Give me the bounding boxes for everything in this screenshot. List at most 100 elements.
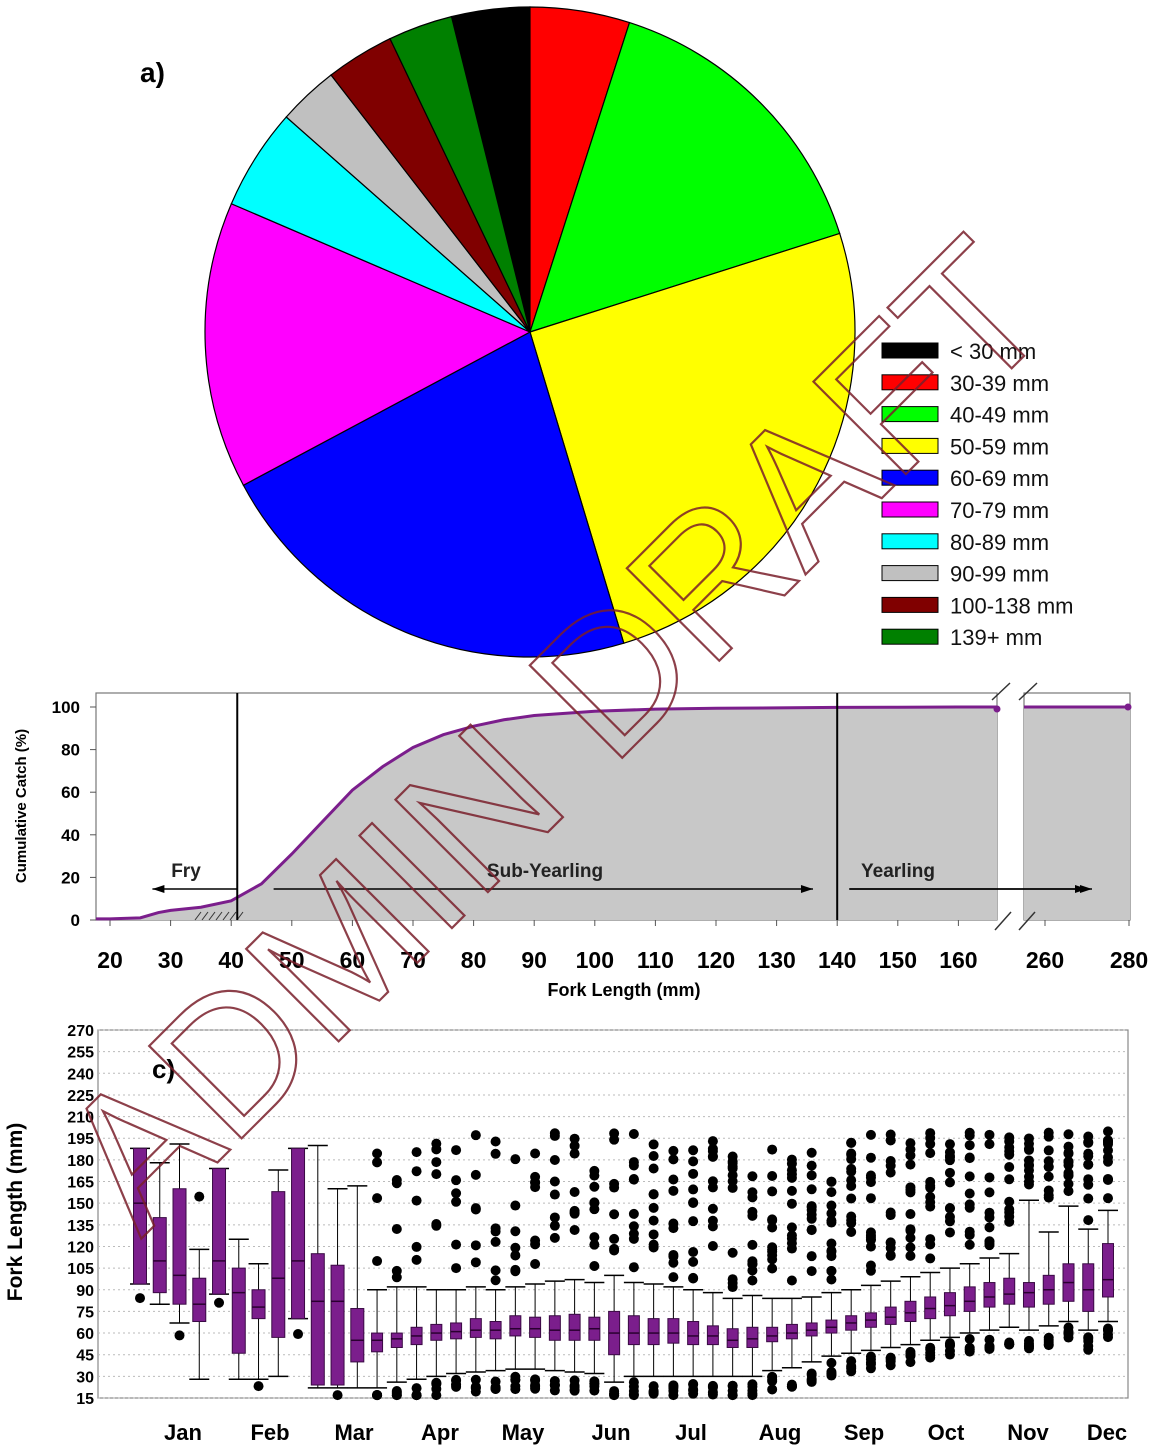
outlier <box>747 1275 758 1286</box>
outlier <box>885 1135 896 1146</box>
fry-hatch <box>208 911 216 921</box>
outlier <box>925 1344 936 1355</box>
outlier <box>1103 1126 1113 1137</box>
outlier <box>648 1242 659 1253</box>
outlier <box>648 1189 659 1200</box>
box <box>149 1162 170 1305</box>
y-axis-title-c: Fork Length (mm) <box>4 1123 27 1302</box>
box-iqr <box>212 1168 227 1295</box>
x-tick-label: 110 <box>637 947 674 973</box>
box <box>643 1139 664 1399</box>
outlier <box>648 1215 659 1226</box>
x-tick-label: 100 <box>576 947 614 973</box>
outlier <box>510 1264 521 1275</box>
outlier <box>1023 1340 1034 1351</box>
y-tick-label: 40 <box>61 826 80 845</box>
region-arrowhead <box>800 885 813 893</box>
outlier <box>707 1136 718 1147</box>
axis-break-mark <box>991 682 1011 701</box>
outlier <box>964 1202 975 1213</box>
box <box>426 1138 447 1401</box>
outlier <box>470 1374 481 1385</box>
outlier <box>767 1376 778 1387</box>
outlier <box>727 1161 738 1172</box>
box-iqr <box>350 1308 365 1363</box>
outlier <box>194 1191 205 1202</box>
outlier <box>1083 1136 1094 1147</box>
legend-swatch <box>881 565 939 582</box>
outlier <box>293 1329 304 1340</box>
box <box>623 1128 644 1401</box>
outlier <box>668 1223 679 1234</box>
fry-hatch <box>201 911 209 921</box>
outlier <box>451 1196 462 1207</box>
outlier <box>984 1222 995 1233</box>
outlier <box>826 1238 837 1249</box>
outlier <box>747 1390 758 1401</box>
outlier <box>905 1150 916 1161</box>
x-tick-label: 160 <box>939 947 977 973</box>
outlier <box>391 1224 402 1235</box>
box <box>446 1145 467 1392</box>
box <box>920 1128 941 1363</box>
outlier <box>1004 1162 1015 1173</box>
month-label: Feb <box>250 1420 289 1445</box>
outlier <box>984 1129 995 1140</box>
outlier <box>984 1139 995 1150</box>
outlier <box>648 1139 659 1150</box>
outlier <box>806 1213 817 1224</box>
box-iqr <box>647 1318 660 1346</box>
region-label: Sub-Yearling <box>487 861 603 882</box>
outlier <box>648 1387 659 1398</box>
outlier <box>944 1339 955 1350</box>
outlier <box>1063 1141 1074 1152</box>
outlier <box>905 1209 916 1220</box>
outlier <box>431 1219 442 1230</box>
outlier <box>905 1350 916 1361</box>
x-tick-label: 80 <box>461 947 487 973</box>
outlier <box>885 1249 896 1260</box>
outlier <box>826 1274 837 1285</box>
outlier <box>372 1193 383 1204</box>
outlier <box>688 1379 699 1390</box>
outlier <box>609 1128 620 1139</box>
outlier <box>826 1368 837 1379</box>
outlier <box>1063 1328 1074 1339</box>
legend-label: 80-89 mm <box>950 530 1049 555</box>
legend-label: < 30 mm <box>950 339 1036 364</box>
outlier <box>530 1259 541 1270</box>
outlier <box>628 1128 639 1139</box>
outlier <box>846 1175 857 1186</box>
y-tick-label: 135 <box>67 1218 94 1235</box>
outlier <box>549 1212 560 1223</box>
region-label: Fry <box>171 861 201 882</box>
legend-swatch <box>881 437 939 454</box>
x-tick-label: 60 <box>340 947 366 973</box>
box-iqr <box>983 1282 996 1308</box>
outlier <box>767 1384 778 1395</box>
outlier <box>569 1148 580 1159</box>
outlier <box>451 1188 462 1199</box>
box-iqr <box>726 1328 739 1348</box>
outlier <box>846 1137 857 1148</box>
outlier <box>806 1368 817 1379</box>
outlier <box>451 1239 462 1250</box>
outlier <box>964 1171 975 1182</box>
outlier <box>747 1206 758 1217</box>
box <box>1018 1133 1039 1354</box>
outlier <box>727 1380 738 1391</box>
outlier <box>510 1242 521 1253</box>
outlier <box>747 1239 758 1250</box>
y-tick-label: 210 <box>67 1110 94 1127</box>
outlier <box>451 1175 462 1186</box>
y-tick-label: 60 <box>61 783 80 802</box>
outlier <box>707 1240 718 1251</box>
outlier <box>668 1249 679 1260</box>
month-label: Nov <box>1007 1420 1049 1445</box>
outlier <box>1103 1173 1113 1184</box>
y-tick-label: 100 <box>52 698 80 717</box>
outlier <box>609 1178 620 1189</box>
outlier <box>1023 1165 1034 1176</box>
box <box>663 1145 684 1401</box>
outlier <box>925 1239 936 1250</box>
